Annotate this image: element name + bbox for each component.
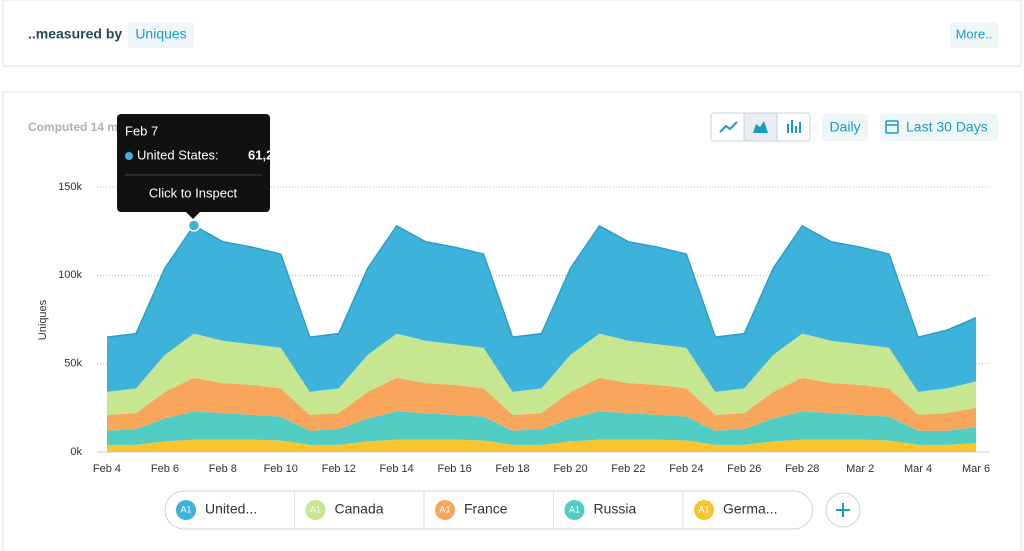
interval-button[interactable]: [822, 114, 868, 141]
chart-type-toggle: [710, 112, 811, 142]
tooltip-action[interactable]: Click to Inspect: [149, 185, 238, 200]
x-tick-label: Feb 18: [495, 463, 529, 475]
area: [107, 439, 976, 452]
legend-badge-label[interactable]: A1: [180, 504, 191, 514]
legend-badge[interactable]: [176, 500, 196, 520]
y-tick-label: 50k: [64, 358, 82, 370]
legend: A1 United... A1 Canada A1 France A1 Russia A1 Ger…: [164, 490, 813, 530]
hover-point: [187, 219, 201, 232]
calendar-icon: [885, 120, 899, 134]
tooltip-box: [117, 114, 270, 212]
legend-badge[interactable]: [564, 500, 585, 520]
bar-icon[interactable]: [787, 120, 801, 133]
metric-label[interactable]: Uniques: [135, 26, 186, 42]
x-tick-label: Feb 22: [611, 463, 645, 475]
range-label[interactable]: Last 30 Days: [906, 119, 988, 135]
legend-badge[interactable]: [305, 500, 326, 520]
x-tick-label: Feb 6: [151, 463, 179, 475]
metric-button[interactable]: [128, 22, 194, 48]
x-tick-label: Feb 14: [380, 463, 414, 475]
tooltip: Feb 7 United States: 61,229 Click to Ins…: [117, 114, 288, 219]
y-tick-label: 100k: [58, 269, 82, 281]
area: [107, 411, 976, 445]
y-axis-title: Uniques: [37, 299, 49, 340]
legend-label[interactable]: Russia: [594, 501, 637, 517]
legend-label[interactable]: Canada: [335, 501, 384, 517]
x-tick-label: Feb 16: [437, 463, 471, 475]
x-tick-label: Mar 4: [904, 463, 932, 475]
x-tick-label: Feb 4: [93, 463, 121, 475]
x-tick-label: Feb 8: [209, 463, 237, 475]
y-tick-label: 0k: [70, 446, 82, 458]
legend-badge-label[interactable]: A1: [310, 504, 321, 514]
x-tick-label: Feb 10: [264, 463, 298, 475]
measured-by: ..measured by: [28, 26, 122, 42]
tooltip-swatch: [125, 152, 133, 160]
add-icon[interactable]: [836, 503, 850, 517]
tooltip-label: United States:: [137, 147, 219, 162]
legend-badge[interactable]: [694, 500, 714, 520]
tooltip-pointer: [186, 212, 200, 219]
x-tick-label: Mar 6: [962, 463, 990, 475]
area-icon[interactable]: [753, 121, 768, 133]
more-label[interactable]: More..: [956, 26, 993, 41]
tooltip-date: Feb 7: [125, 123, 158, 138]
legend-label[interactable]: Germa...: [723, 501, 777, 517]
line-icon[interactable]: [719, 121, 738, 133]
x-tick-label: Feb 26: [727, 463, 761, 475]
x-tick-label: Feb 20: [553, 463, 587, 475]
y-tick-label: 150k: [58, 181, 82, 193]
plot: 0k 50k 100k 150k Uniques Feb 4 Feb 6 Feb 8 Feb 1…: [37, 181, 990, 475]
top-line: [106, 224, 977, 339]
legend-badge[interactable]: [435, 500, 455, 520]
area: [107, 377, 976, 431]
legend-badge-label[interactable]: A1: [569, 504, 580, 514]
x-tick-label: Feb 24: [669, 463, 703, 475]
legend-label[interactable]: United...: [205, 501, 257, 517]
legend-badge-label[interactable]: A1: [439, 504, 450, 514]
legend-label[interactable]: France: [464, 501, 508, 517]
computed-note: Computed 14 m: [28, 120, 118, 134]
legend-frame: [164, 490, 813, 530]
legend-badge-label[interactable]: A1: [698, 504, 709, 514]
x-tick-label: Mar 2: [846, 463, 874, 475]
x-tick-label: Feb 28: [785, 463, 819, 475]
more-button[interactable]: [950, 22, 998, 48]
range-button[interactable]: [880, 114, 998, 141]
x-tick-label: Feb 12: [322, 463, 356, 475]
area: [107, 225, 976, 392]
area: [107, 333, 976, 415]
interval-label[interactable]: Daily: [829, 119, 860, 135]
tooltip-value: 61,229: [248, 147, 288, 162]
